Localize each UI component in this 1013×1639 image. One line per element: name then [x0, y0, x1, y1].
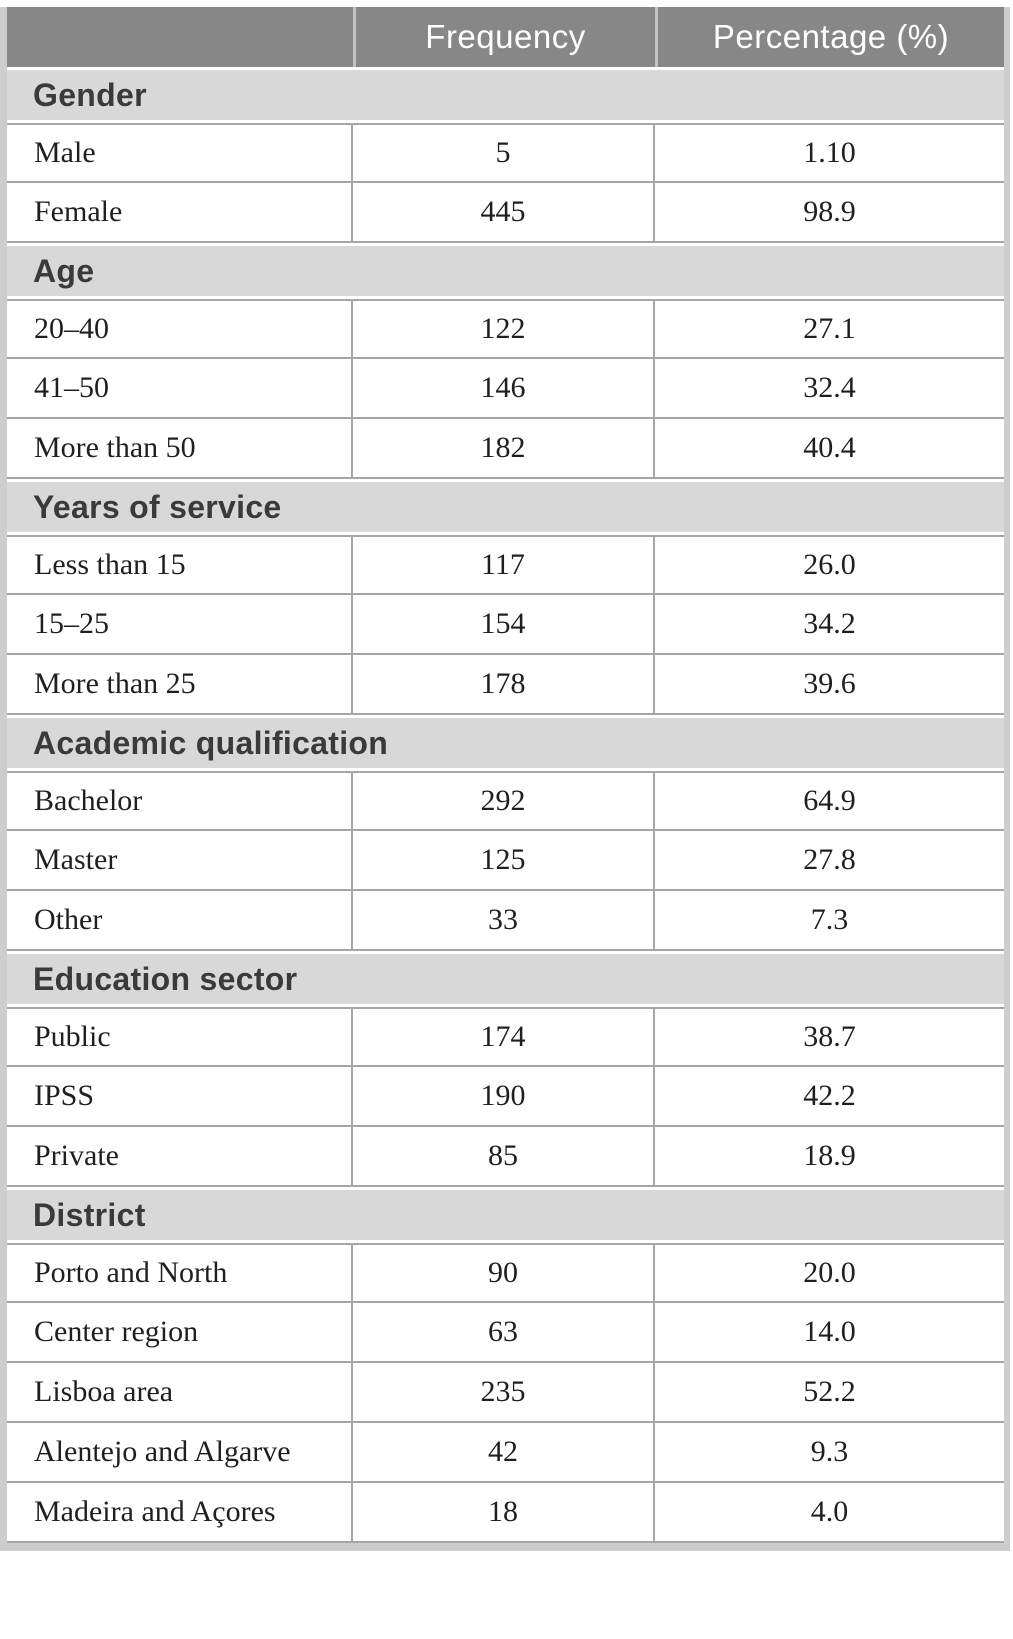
row-label: Center region — [7, 1303, 353, 1361]
frequency-value: 235 — [353, 1363, 655, 1421]
percentage-value: 18.9 — [803, 1139, 856, 1172]
table-row-porto-and-north: Porto and North 90 20.0 — [7, 1243, 1004, 1303]
row-label: IPSS — [7, 1067, 353, 1125]
row-label: 15–25 — [7, 595, 353, 653]
frequency-value: 122 — [353, 301, 655, 357]
table-row-lisboa-area: Lisboa area 235 52.2 — [7, 1363, 1004, 1423]
frequency-value: 292 — [353, 773, 655, 829]
demographics-table: Frequency Percentage (%) Gender Male 5 1… — [0, 7, 1010, 1551]
row-label: 20–40 — [7, 301, 353, 357]
frequency-value: 117 — [353, 537, 655, 593]
row-label: Lisboa area — [7, 1363, 353, 1421]
table-row-private: Private 85 18.9 — [7, 1127, 1004, 1187]
percentage-value: 7.3 — [810, 903, 849, 936]
table-row-alentejo-and-algarve: Alentejo and Algarve 42 9.3 — [7, 1423, 1004, 1483]
table-row-male: Male 5 1.10 — [7, 123, 1004, 183]
row-label: Madeira and Açores — [7, 1483, 353, 1541]
table-row-service-15-25: 15–25 154 34.2 — [7, 595, 1004, 655]
table-row-center-region: Center region 63 14.0 — [7, 1303, 1004, 1363]
frequency-value: 90 — [353, 1245, 655, 1301]
table-row-public: Public 174 38.7 — [7, 1007, 1004, 1067]
table-row-service-more-than-25: More than 25 178 39.6 — [7, 655, 1004, 715]
frequency-value: 190 — [353, 1067, 655, 1125]
header-cell-percentage: Percentage (%) — [655, 7, 1004, 67]
frequency-value: 445 — [353, 183, 655, 241]
percentage-value: 42.2 — [803, 1079, 856, 1112]
percentage-value: 9.3 — [810, 1435, 849, 1468]
frequency-value: 182 — [353, 419, 655, 477]
row-label: Master — [7, 831, 353, 889]
table-row-master: Master 125 27.8 — [7, 831, 1004, 891]
section-header-education-sector: Education sector — [7, 951, 1004, 1007]
table-row-age-41-50: 41–50 146 32.4 — [7, 359, 1004, 419]
percentage-value: 26.0 — [803, 548, 856, 581]
header-cell-frequency: Frequency — [353, 7, 655, 67]
row-label: More than 50 — [7, 419, 353, 477]
percentage-value: 40.4 — [803, 431, 856, 464]
table-row-age-more-than-50: More than 50 182 40.4 — [7, 419, 1004, 479]
percentage-value: 32.4 — [803, 371, 856, 404]
row-label: Male — [7, 125, 353, 181]
frequency-value: 63 — [353, 1303, 655, 1361]
table-header-row: Frequency Percentage (%) — [7, 7, 1004, 67]
row-label: Other — [7, 891, 353, 949]
frequency-value: 18 — [353, 1483, 655, 1541]
row-label: Bachelor — [7, 773, 353, 829]
percentage-value: 27.8 — [803, 843, 856, 876]
frequency-value: 33 — [353, 891, 655, 949]
percentage-value: 98.9 — [803, 195, 856, 228]
percentage-value: 38.7 — [803, 1020, 856, 1053]
row-label: Less than 15 — [7, 537, 353, 593]
section-header-gender: Gender — [7, 67, 1004, 123]
frequency-value: 85 — [353, 1127, 655, 1185]
table-row-other: Other 33 7.3 — [7, 891, 1004, 951]
row-label: Female — [7, 183, 353, 241]
section-header-age: Age — [7, 243, 1004, 299]
section-header-academic-qualification: Academic qualification — [7, 715, 1004, 771]
table-row-service-less-than-15: Less than 15 117 26.0 — [7, 535, 1004, 595]
table-row-bachelor: Bachelor 292 64.9 — [7, 771, 1004, 831]
frequency-value: 125 — [353, 831, 655, 889]
row-label: Alentejo and Algarve — [7, 1423, 353, 1481]
frequency-value: 154 — [353, 595, 655, 653]
row-label: More than 25 — [7, 655, 353, 713]
table-row-ipss: IPSS 190 42.2 — [7, 1067, 1004, 1127]
row-label: Porto and North — [7, 1245, 353, 1301]
frequency-value: 5 — [353, 125, 655, 181]
percentage-value: 20.0 — [803, 1256, 856, 1289]
row-label: Private — [7, 1127, 353, 1185]
frequency-value: 178 — [353, 655, 655, 713]
section-header-district: District — [7, 1187, 1004, 1243]
table-row-female: Female 445 98.9 — [7, 183, 1004, 243]
percentage-value: 4.0 — [810, 1495, 849, 1528]
percentage-value: 14.0 — [803, 1315, 856, 1348]
frequency-value: 174 — [353, 1009, 655, 1065]
percentage-value: 34.2 — [803, 607, 856, 640]
row-label: 41–50 — [7, 359, 353, 417]
percentage-value: 27.1 — [803, 312, 856, 345]
percentage-value: 52.2 — [803, 1375, 856, 1408]
percentage-value: 39.6 — [803, 667, 856, 700]
table-row-madeira-and-acores: Madeira and Açores 18 4.0 — [7, 1483, 1004, 1543]
percentage-value: 1.10 — [803, 136, 856, 169]
percentage-value: 64.9 — [803, 784, 856, 817]
table-row-age-20-40: 20–40 122 27.1 — [7, 299, 1004, 359]
row-label: Public — [7, 1009, 353, 1065]
header-cell-empty — [7, 7, 353, 67]
frequency-value: 146 — [353, 359, 655, 417]
section-header-years-of-service: Years of service — [7, 479, 1004, 535]
frequency-value: 42 — [353, 1423, 655, 1481]
